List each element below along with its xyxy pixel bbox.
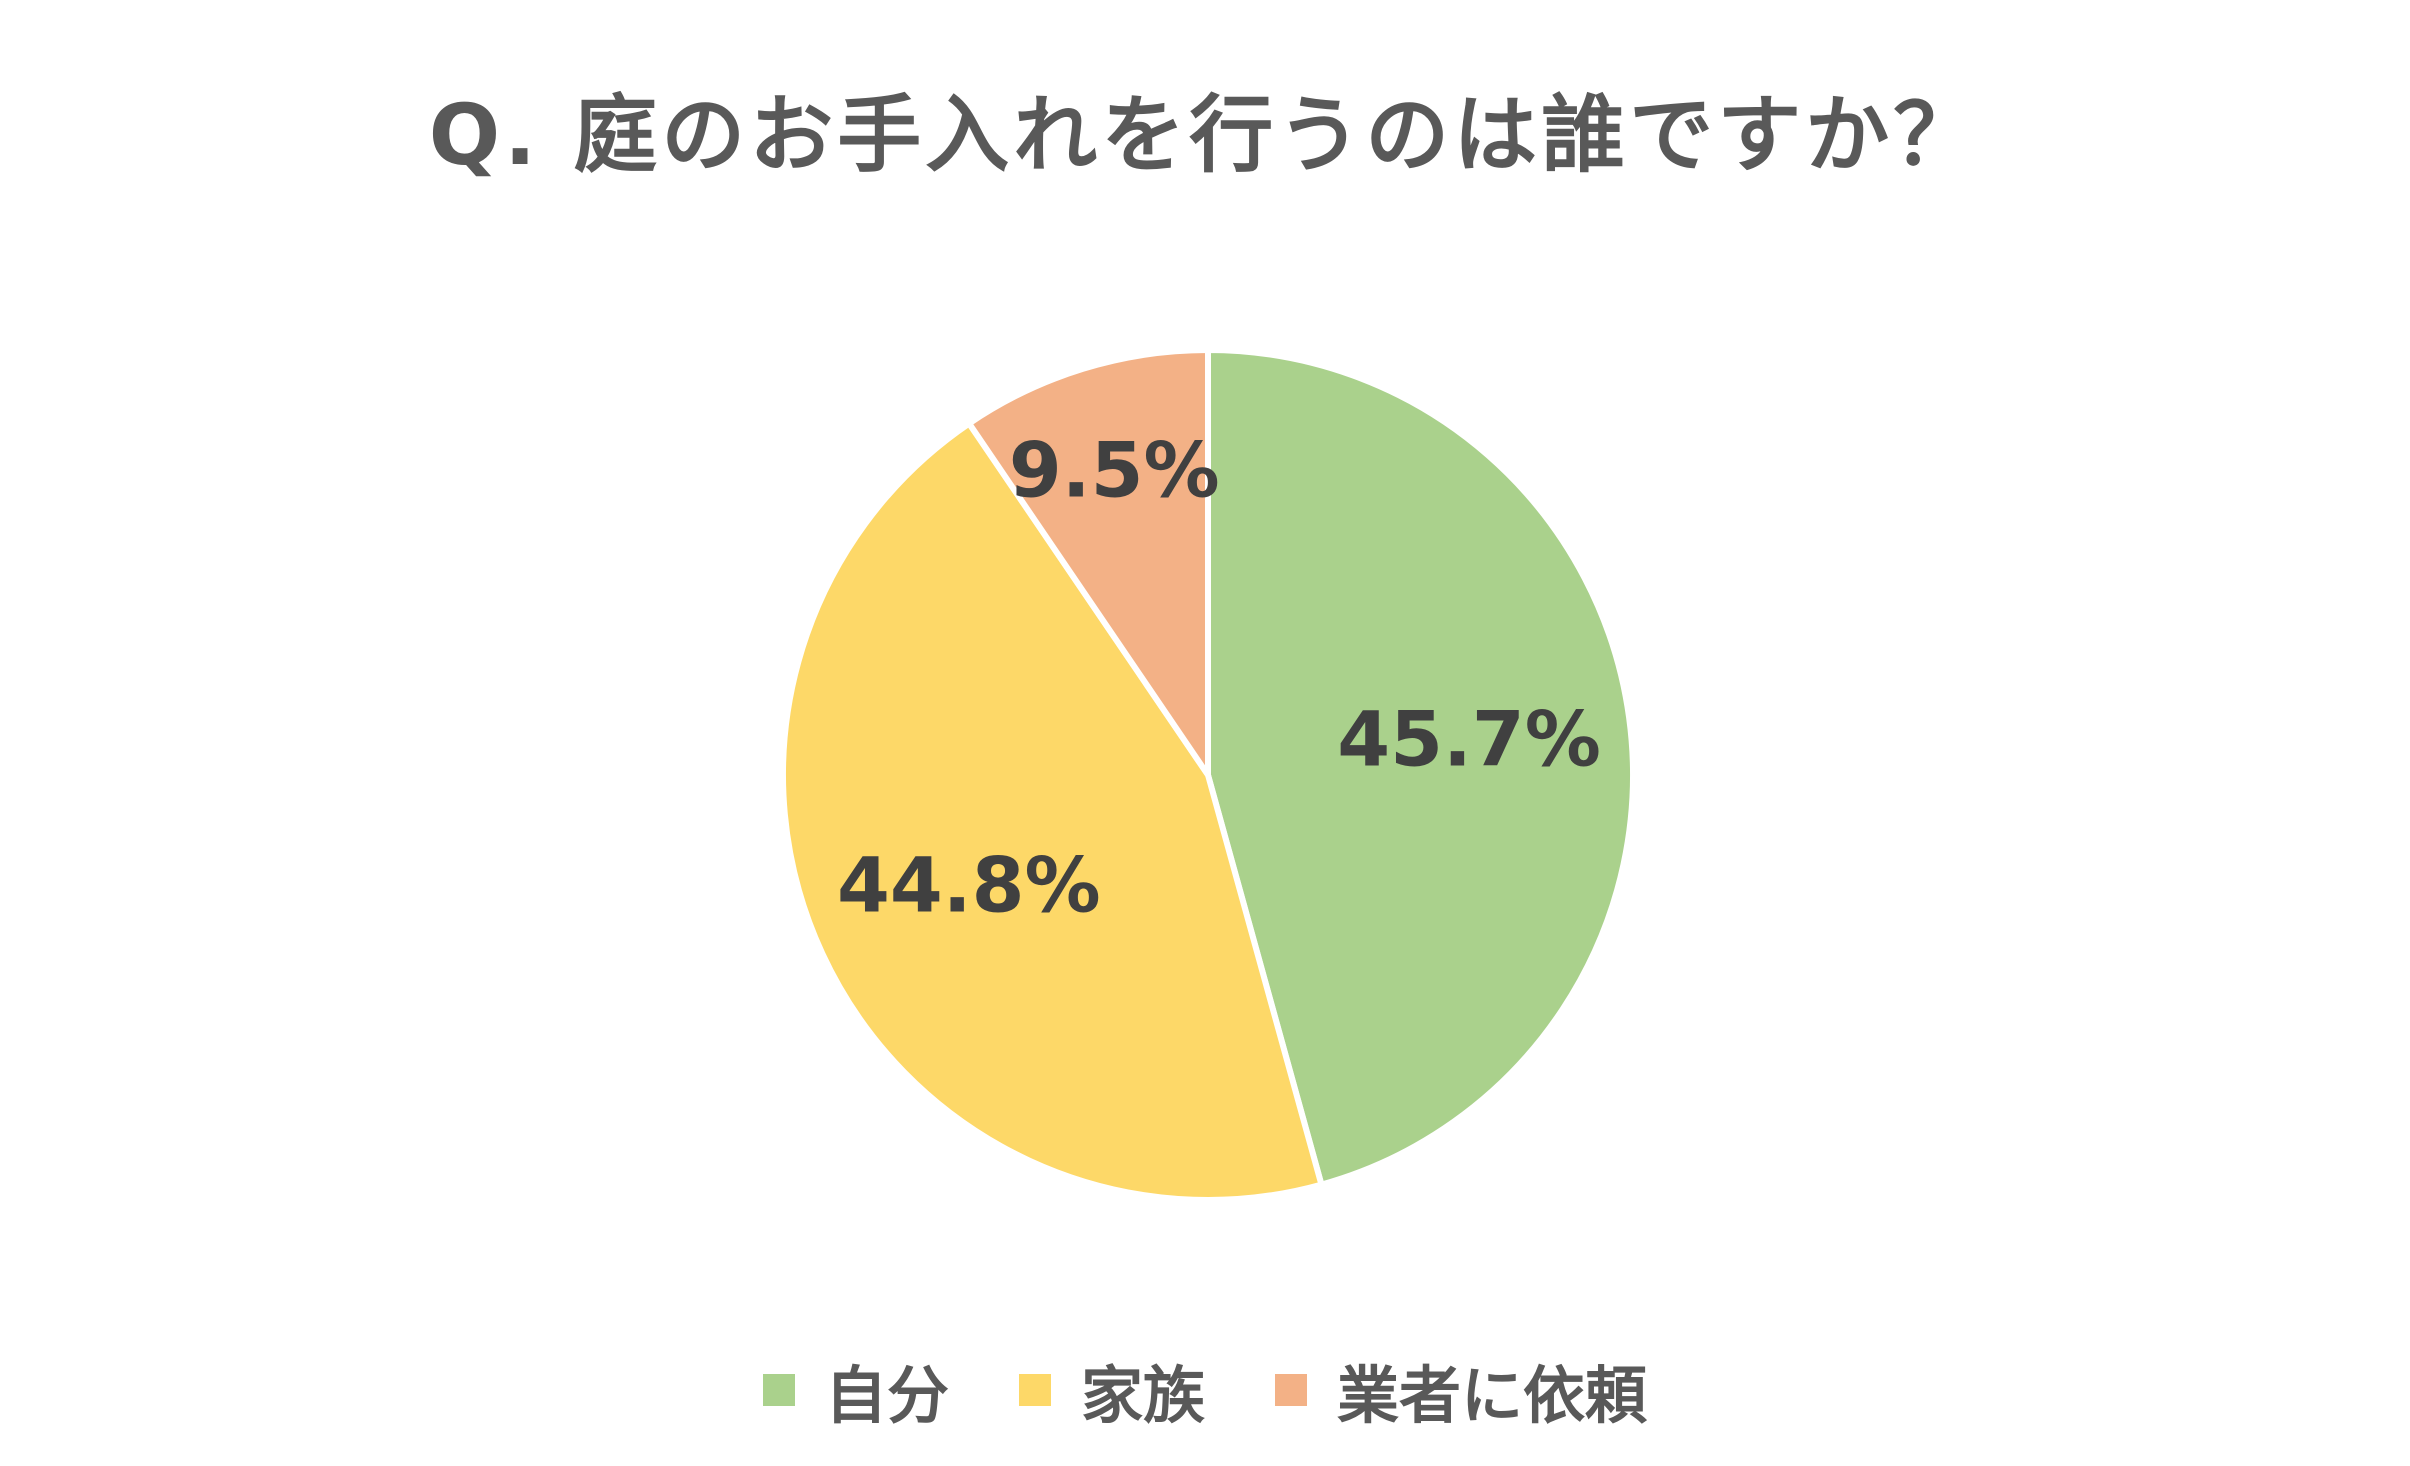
legend-label-family: 家族 (1080, 1359, 1205, 1432)
legend-label-contractor: 業者に依頼 (1337, 1359, 1648, 1432)
legend-item-self: 自分 (762, 1345, 949, 1435)
pie-slice-family (780, 419, 1326, 1203)
chart-title: Q. 庭のお手入れを行うのは誰ですか？ (428, 86, 1982, 184)
pie-chart: 45.7% 44.8% 9.5% (780, 346, 1636, 1203)
data-label-self: 45.7% (1337, 695, 1601, 784)
data-label-family: 44.8% (837, 841, 1101, 930)
pie-slice-self (1205, 346, 1636, 1189)
pie-slice-contractor (964, 346, 1211, 785)
legend: 自分 家族 業者に依頼 (0, 1345, 2410, 1435)
legend-swatch-self (762, 1374, 795, 1406)
legend-item-contractor: 業者に依頼 (1275, 1345, 1647, 1435)
legend-item-family: 家族 (1018, 1345, 1205, 1435)
legend-label-self: 自分 (824, 1359, 949, 1432)
legend-swatch-family (1018, 1374, 1051, 1406)
legend-swatch-contractor (1275, 1374, 1307, 1406)
data-label-contractor: 9.5% (1009, 425, 1220, 514)
